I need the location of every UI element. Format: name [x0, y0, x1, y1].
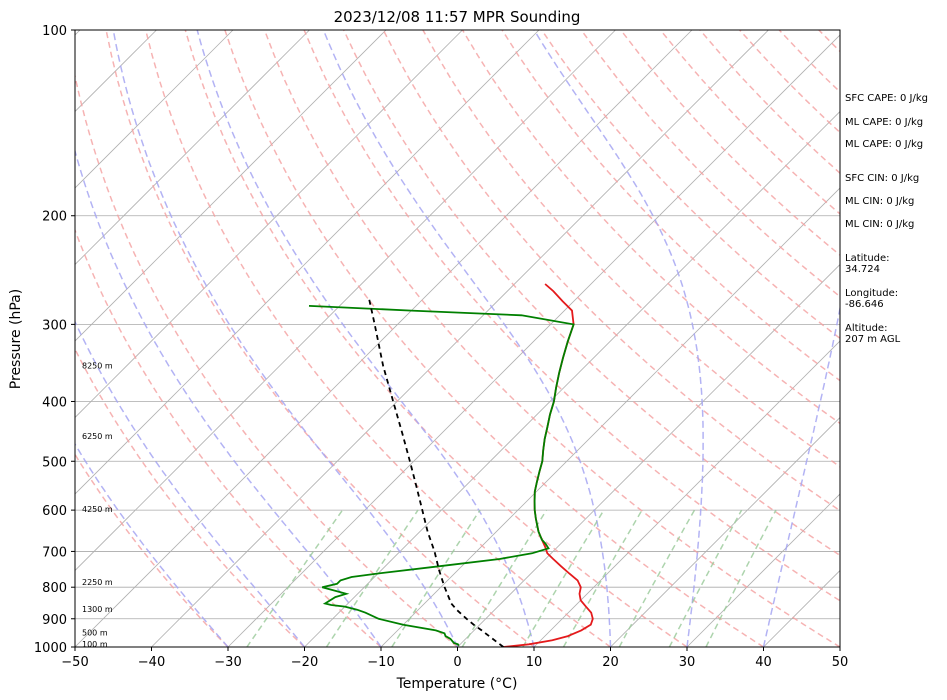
- x-tick-label: 20: [602, 655, 619, 670]
- dry-adiabat: [75, 452, 229, 647]
- y-tick-label: 700: [42, 545, 67, 560]
- longitude-label: Longitude:: [845, 288, 899, 299]
- x-tick-label: −50: [61, 655, 88, 670]
- moist-adiabat: [762, 304, 840, 647]
- mixing-ratio-line: [246, 509, 344, 647]
- moist-adiabat: [196, 30, 535, 647]
- y-axis-ticks: 100 200 300 400 500 600 700 800 900 1000: [34, 24, 75, 656]
- height-label: 6250 m: [82, 432, 113, 441]
- isotherm-line: [75, 30, 463, 419]
- isotherm-line: [75, 30, 234, 189]
- x-tick-label: 0: [453, 655, 461, 670]
- sounding-series: [308, 283, 594, 647]
- background-lines: [0, 30, 840, 647]
- mixing-ratio-line: [391, 509, 481, 647]
- isotherm-line: [75, 30, 387, 342]
- dry-adiabat: [105, 30, 535, 647]
- mixing-ratio-line: [562, 509, 643, 647]
- x-tick-label: 10: [526, 655, 543, 670]
- y-axis-label: Pressure (hPa): [8, 289, 24, 389]
- height-label: 100 m: [82, 640, 108, 649]
- dry-adiabat: [75, 72, 458, 647]
- y-tick-label: 300: [42, 318, 67, 333]
- isotherm-line: [304, 110, 840, 647]
- height-label: 500 m: [82, 628, 108, 637]
- dry-adiabat: [184, 30, 688, 647]
- dry-adiabat: [144, 30, 611, 647]
- mixing-ratio-line: [522, 509, 605, 647]
- isotherm-line: [686, 493, 840, 647]
- y-tick-label: 600: [42, 504, 67, 519]
- sfc-cape-text: SFC CAPE: 0 J/kg: [845, 93, 928, 104]
- x-tick-label: 30: [679, 655, 696, 670]
- x-tick-label: −30: [214, 655, 241, 670]
- x-axis-label: Temperature (°C): [396, 676, 518, 692]
- dry-adiabat: [75, 347, 306, 647]
- moist-adiabat: [533, 30, 704, 647]
- dry-adiabat: [224, 30, 764, 647]
- mixing-ratio-line: [461, 509, 548, 647]
- dry-adiabat: [263, 30, 840, 647]
- moist-adiabat: [112, 30, 459, 647]
- y-tick-label: 500: [42, 455, 67, 470]
- y-tick-label: 1000: [34, 641, 67, 656]
- moist-adiabat: [75, 442, 229, 647]
- sounding-line: [503, 283, 594, 647]
- mixing-ratio-line: [668, 509, 743, 647]
- isotherm-line: [151, 30, 769, 647]
- isotherm-line: [380, 187, 840, 647]
- x-tick-label: −10: [367, 655, 394, 670]
- y-tick-label: 900: [42, 613, 67, 628]
- isotherm-line: [533, 340, 840, 647]
- height-label: 4250 m: [82, 505, 113, 514]
- plot-frame: [74, 29, 841, 648]
- isotherm-line: [227, 34, 840, 647]
- ml-cin-text-2: ML CIN: 0 J/kg: [845, 219, 915, 230]
- y-tick-label: 100: [42, 24, 67, 39]
- mixing-ratio-line: [325, 509, 419, 647]
- mixing-ratio-line: [618, 509, 696, 647]
- isotherm-line: [457, 263, 840, 647]
- sounding-line: [367, 296, 504, 647]
- x-tick-label: 50: [832, 655, 849, 670]
- sfc-cin-text: SFC CIN: 0 J/kg: [845, 173, 920, 184]
- x-axis-ticks: −50 −40 −30 −20 −10 0 10 20 30 40 50: [61, 647, 848, 670]
- isotherm-line: [75, 30, 310, 266]
- height-label: 2250 m: [82, 578, 113, 587]
- mixing-ratio-line: [705, 509, 777, 647]
- height-label: 1300 m: [82, 605, 113, 614]
- x-tick-label: −40: [138, 655, 165, 670]
- moist-adiabat: [322, 30, 612, 647]
- isotherm-line: [75, 30, 540, 495]
- moist-adiabat: [75, 320, 306, 647]
- x-tick-label: −20: [291, 655, 318, 670]
- latitude-label: Latitude:: [845, 253, 890, 264]
- sounding-line: [308, 305, 575, 647]
- y-tick-label: 400: [42, 395, 67, 410]
- ml-cin-text: ML CIN: 0 J/kg: [845, 196, 915, 207]
- x-tick-label: 40: [755, 655, 772, 670]
- ml-cape-text-2: ML CAPE: 0 J/kg: [845, 139, 924, 150]
- y-tick-label: 800: [42, 581, 67, 596]
- isotherm-line: [75, 30, 616, 572]
- ml-cape-text: ML CAPE: 0 J/kg: [845, 117, 924, 128]
- altitude-value: 207 m AGL: [845, 334, 901, 345]
- latitude-value: 34.724: [845, 264, 880, 275]
- isotherm-line: [0, 30, 4, 647]
- longitude-value: -86.646: [845, 299, 884, 310]
- dry-adiabat: [75, 228, 382, 647]
- isotherm-line: [75, 30, 693, 647]
- y-tick-label: 200: [42, 210, 67, 225]
- dry-adiabat: [580, 30, 840, 298]
- chart-title: 2023/12/08 11:57 MPR Sounding: [334, 8, 581, 26]
- moist-adiabat: [75, 148, 382, 647]
- height-label: 8250 m: [82, 362, 113, 371]
- altitude-label: Altitude:: [845, 323, 888, 334]
- isotherm-line: [610, 416, 840, 647]
- height-labels: 8250 m 6250 m 4250 m 2250 m 1300 m 500 m 100 m: [82, 362, 113, 649]
